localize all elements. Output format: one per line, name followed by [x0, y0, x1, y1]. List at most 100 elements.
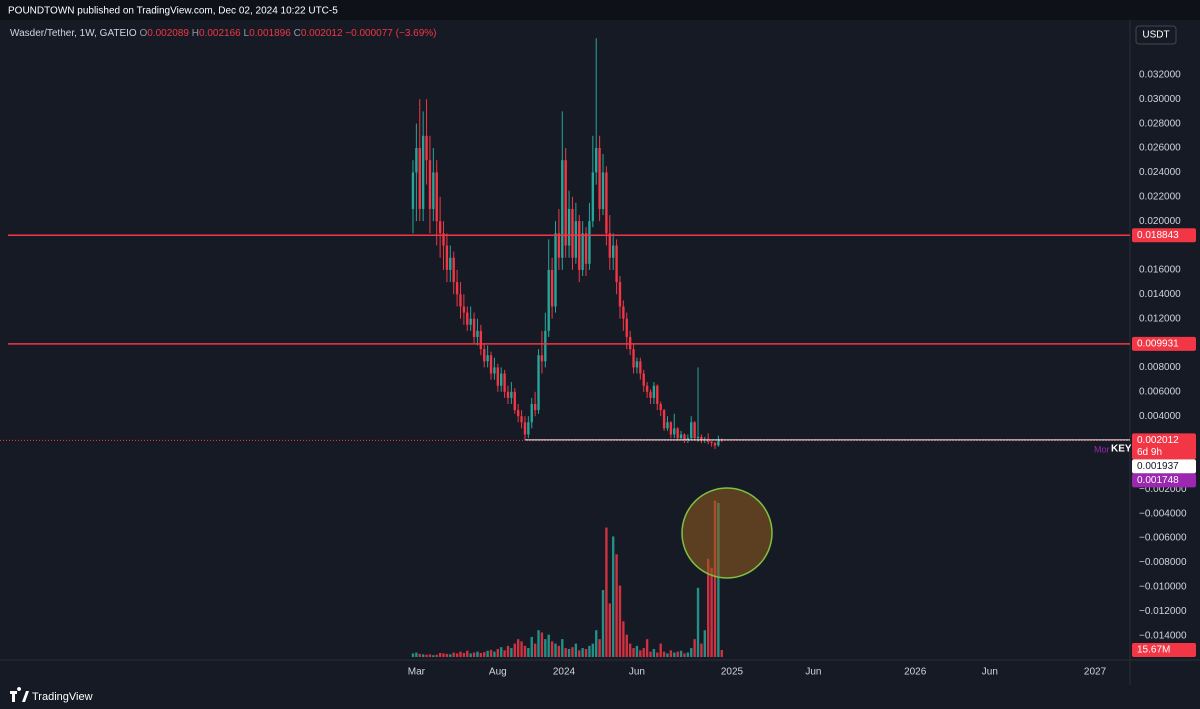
candle-body: [432, 172, 435, 209]
candle-body: [510, 391, 513, 398]
volume-bar: [540, 632, 544, 657]
volume-bar: [639, 650, 642, 657]
candle-body: [550, 269, 554, 307]
candle-body: [527, 422, 530, 435]
y-tick-label: 0.004000: [1139, 411, 1181, 422]
volume-bar: [578, 650, 581, 657]
volume-bar: [537, 630, 540, 657]
legend-value: 0.002166: [199, 28, 241, 39]
volume-bar: [659, 643, 662, 657]
candle-body: [445, 245, 449, 270]
volume-bar: [693, 639, 696, 657]
candle-body: [476, 330, 479, 337]
volume-bar: [649, 651, 652, 657]
volume-bar: [713, 500, 717, 657]
price-badge: [1132, 336, 1196, 351]
volume-bar: [523, 645, 527, 657]
header-text: POUNDTOWN published on TradingView.com, …: [8, 6, 338, 17]
volume-bar: [673, 652, 676, 657]
y-tick-label: 0.006000: [1139, 386, 1181, 397]
y-tick-label: −0.002000: [1139, 484, 1187, 495]
volume-bar: [652, 648, 656, 657]
x-tick-label: Jun: [805, 667, 821, 678]
candle-body: [479, 330, 483, 350]
candle-body: [452, 257, 455, 283]
x-tick-label: Jun: [629, 667, 645, 678]
candle-body: [459, 294, 462, 307]
candle-body: [578, 221, 581, 270]
volume-bar: [550, 641, 554, 657]
candle-body: [418, 148, 421, 209]
legend-value: 0.002089: [147, 28, 189, 39]
legend-key: H: [192, 28, 199, 39]
volume-bar: [645, 639, 649, 657]
currency-button-label[interactable]: USDT: [1142, 30, 1169, 41]
volume-bar: [683, 653, 686, 657]
x-tick-label: 2027: [1084, 667, 1107, 678]
volume-badge-label: 15.67M: [1137, 645, 1170, 656]
volume-bar: [696, 587, 700, 657]
candle-body: [561, 160, 564, 258]
volume-bar: [554, 643, 557, 657]
candle-body: [438, 221, 442, 234]
y-tick-label: 0.032000: [1139, 69, 1181, 80]
volume-bar: [486, 650, 489, 657]
marker-label: 0.001937: [1137, 461, 1179, 472]
y-tick-label: 0.020000: [1139, 216, 1181, 227]
volume-bar: [418, 653, 421, 657]
candle-body: [571, 208, 574, 258]
candle-body: [645, 385, 649, 392]
volume-bar: [530, 636, 533, 657]
volume-bar: [469, 653, 472, 657]
footer-brand: TradingView: [32, 691, 93, 703]
candle-body: [635, 361, 639, 368]
candle-body: [642, 373, 645, 386]
volume-bar: [415, 652, 418, 657]
candle-body: [516, 410, 520, 417]
candle-body: [622, 306, 625, 319]
volume-bar: [432, 655, 435, 657]
volume-bar: [516, 639, 520, 657]
volume-bar: [479, 652, 483, 657]
candle-body: [656, 385, 659, 404]
y-tick-label: 0.028000: [1139, 118, 1181, 129]
volume-bar: [496, 648, 499, 657]
candle-body: [496, 367, 499, 386]
y-tick-label: 0.014000: [1139, 289, 1181, 300]
candle-body: [693, 422, 696, 439]
volume-bar: [656, 652, 659, 657]
candle-body: [489, 355, 493, 374]
volume-bar: [493, 651, 496, 657]
candle-body: [462, 306, 466, 313]
x-tick-label: Aug: [489, 667, 507, 678]
highlight-circle: [681, 487, 773, 579]
candle-body: [472, 318, 476, 337]
candle-body: [679, 434, 683, 439]
price-badge: [1132, 228, 1196, 243]
volume-bar: [635, 645, 639, 657]
candle-body: [442, 233, 445, 246]
candle-body: [421, 135, 425, 209]
y-tick-label: 0.026000: [1139, 143, 1181, 154]
currency-button[interactable]: [1135, 25, 1177, 45]
volume-bar: [703, 630, 706, 657]
marker-label: 0.001748: [1137, 475, 1179, 486]
legend-key: L: [244, 28, 250, 39]
legend-value: 0.002012: [301, 28, 343, 39]
volume-bar: [520, 641, 523, 657]
candle-body: [611, 245, 615, 258]
volume-bar: [483, 652, 486, 657]
candle-body: [513, 391, 516, 411]
y-tick-label: 0.024000: [1139, 167, 1181, 178]
volume-bar: [710, 567, 713, 657]
candle-body: [605, 172, 608, 234]
candle-body: [696, 436, 700, 439]
volume-bar: [686, 652, 690, 657]
candle-body: [686, 438, 690, 441]
candle-body: [554, 233, 557, 307]
legend-change-pct: (−3.69%): [396, 28, 437, 39]
candle-body: [540, 355, 544, 362]
candle-body: [564, 160, 567, 246]
